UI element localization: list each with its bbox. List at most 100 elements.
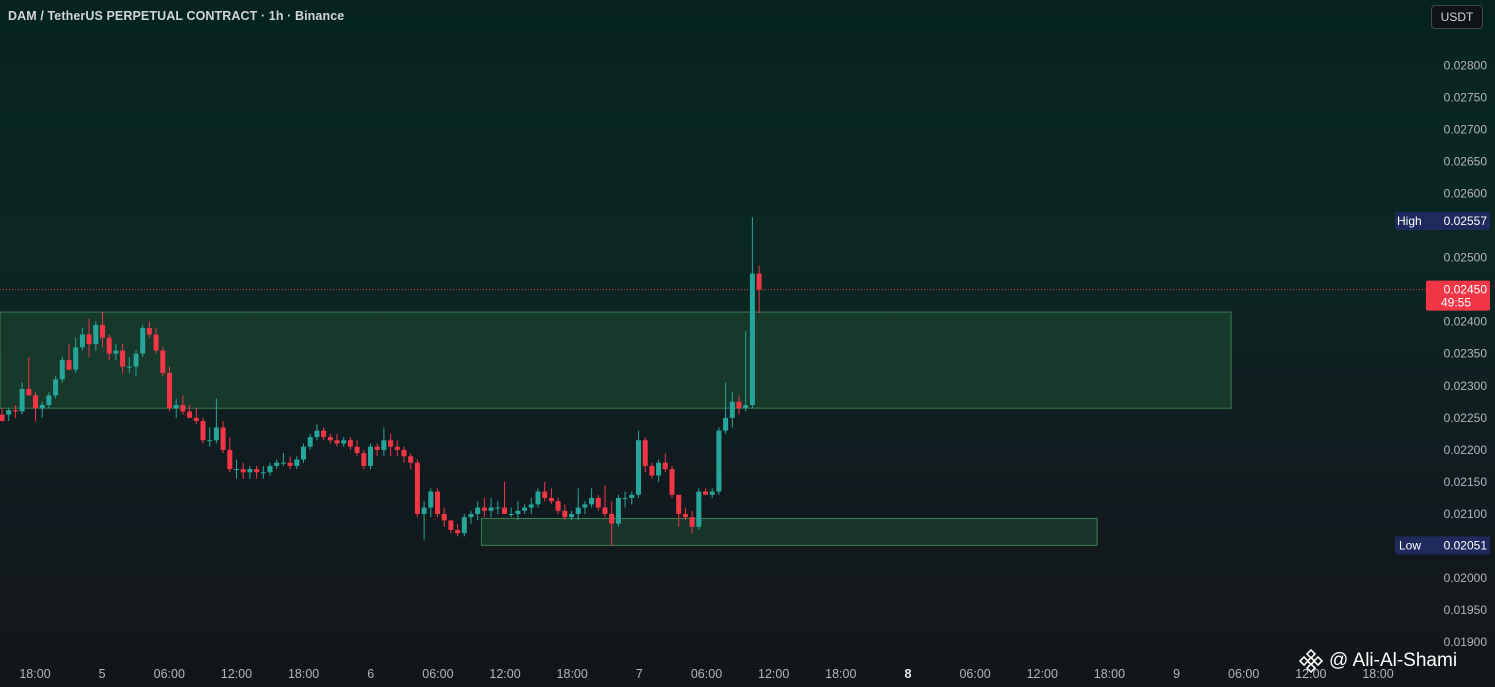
candle[interactable] <box>193 408 199 425</box>
candle[interactable] <box>642 437 648 473</box>
candle[interactable] <box>649 462 655 479</box>
candle[interactable] <box>126 356 132 373</box>
candle[interactable] <box>582 501 588 514</box>
candle[interactable] <box>59 356 65 383</box>
time-axis[interactable]: 18:00 5 06:00 12:00 18:00 6 06:00 12:00 18:00 7 06… <box>19 667 1393 681</box>
candle[interactable] <box>676 494 682 527</box>
candle[interactable] <box>595 494 601 511</box>
candle[interactable] <box>736 395 742 415</box>
candle[interactable] <box>749 217 755 409</box>
candle[interactable] <box>100 312 105 348</box>
candle[interactable] <box>200 417 206 444</box>
candle[interactable] <box>481 497 487 518</box>
candle[interactable] <box>46 392 52 409</box>
candle[interactable] <box>160 347 166 377</box>
candle[interactable] <box>26 356 32 396</box>
candle[interactable] <box>33 392 38 422</box>
candle[interactable] <box>374 443 380 457</box>
candle[interactable] <box>153 328 159 354</box>
candle[interactable] <box>689 510 695 534</box>
candle[interactable] <box>267 462 273 476</box>
candle[interactable] <box>173 398 179 418</box>
candle[interactable] <box>662 453 668 473</box>
candle[interactable] <box>93 321 99 351</box>
candle[interactable] <box>247 465 253 479</box>
candle[interactable] <box>609 501 615 547</box>
candle[interactable] <box>448 520 454 534</box>
candle[interactable] <box>421 501 427 540</box>
candle[interactable] <box>441 507 447 527</box>
candle[interactable] <box>79 328 85 351</box>
zone-1[interactable] <box>480 517 1098 546</box>
candle[interactable] <box>220 421 226 454</box>
candle[interactable] <box>682 507 688 521</box>
candle[interactable] <box>113 344 119 361</box>
candle[interactable] <box>414 459 420 518</box>
candle[interactable] <box>106 334 112 361</box>
candle[interactable] <box>475 501 481 521</box>
candle[interactable] <box>709 488 715 498</box>
candle[interactable] <box>39 401 45 418</box>
candle[interactable] <box>53 376 59 399</box>
candle[interactable] <box>515 501 521 521</box>
candle[interactable] <box>301 443 306 463</box>
candle[interactable] <box>394 440 400 457</box>
candle[interactable] <box>716 427 722 495</box>
candle[interactable] <box>615 494 621 527</box>
candle[interactable] <box>167 366 172 412</box>
candle[interactable] <box>502 481 507 514</box>
candle[interactable] <box>629 491 635 505</box>
candle[interactable] <box>602 485 608 518</box>
candle[interactable] <box>723 382 729 434</box>
candle[interactable] <box>294 456 300 470</box>
candle[interactable] <box>86 318 92 357</box>
candle[interactable] <box>280 453 286 466</box>
candle[interactable] <box>19 382 25 415</box>
candle[interactable] <box>522 504 528 514</box>
currency-button[interactable]: USDT <box>1431 5 1483 29</box>
candle[interactable] <box>314 424 320 441</box>
candle[interactable] <box>401 446 407 463</box>
candle[interactable] <box>254 465 260 479</box>
candle[interactable] <box>227 437 233 473</box>
candle[interactable] <box>146 321 152 338</box>
candle[interactable] <box>213 398 219 444</box>
price-axis[interactable]: 0.02800 0.02750 0.02700 0.02650 0.02600 0.025… <box>1444 58 1488 649</box>
candle[interactable] <box>73 337 79 373</box>
candle[interactable] <box>555 497 561 514</box>
candle[interactable] <box>6 408 12 422</box>
candle[interactable] <box>180 395 186 415</box>
candle[interactable] <box>542 481 548 502</box>
candle[interactable] <box>354 440 360 457</box>
candle[interactable] <box>656 459 662 482</box>
candle[interactable] <box>636 430 641 498</box>
candle[interactable] <box>12 405 18 418</box>
candle[interactable] <box>488 497 494 518</box>
candle[interactable] <box>381 427 387 457</box>
candle[interactable] <box>274 459 280 470</box>
candle[interactable] <box>234 459 239 479</box>
candle[interactable] <box>696 488 702 530</box>
candle[interactable] <box>388 433 394 457</box>
candle[interactable] <box>548 488 554 505</box>
candle[interactable] <box>743 331 749 412</box>
candle[interactable] <box>0 408 5 422</box>
candle[interactable] <box>207 427 213 447</box>
candle[interactable] <box>341 437 347 447</box>
candle[interactable] <box>535 488 541 508</box>
candle[interactable] <box>729 392 735 428</box>
candle[interactable] <box>260 465 266 479</box>
candle[interactable] <box>435 488 440 518</box>
candle[interactable] <box>569 510 574 521</box>
candle[interactable] <box>321 427 327 441</box>
candle[interactable] <box>575 488 581 521</box>
candle[interactable] <box>622 491 628 508</box>
candle[interactable] <box>669 465 675 498</box>
candle[interactable] <box>368 443 373 470</box>
candle[interactable] <box>428 488 434 518</box>
candle[interactable] <box>508 507 514 518</box>
candle[interactable] <box>133 350 139 377</box>
candle[interactable] <box>455 523 461 537</box>
candle[interactable] <box>408 453 414 470</box>
